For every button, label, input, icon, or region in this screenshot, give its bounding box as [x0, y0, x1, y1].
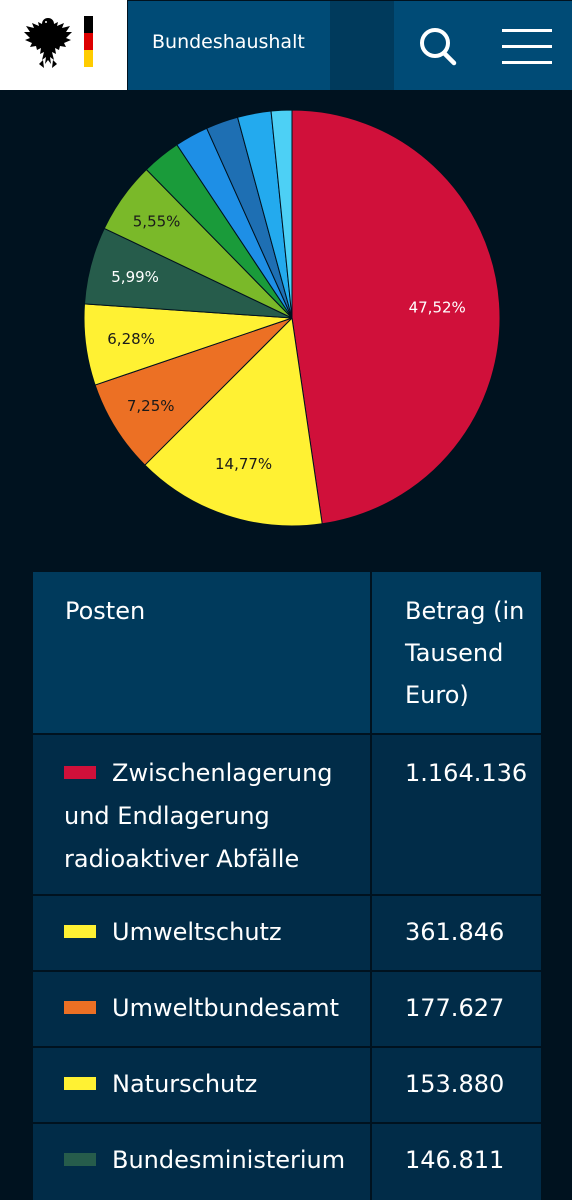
pie-slice-label: 14,77%: [215, 455, 272, 473]
pie-slice-label: 7,25%: [127, 397, 175, 415]
row-value: 1.164.136: [405, 759, 528, 787]
search-icon: [420, 28, 457, 66]
row-value: 177.627: [405, 994, 505, 1022]
legend-swatch: [64, 766, 96, 779]
table-header-posten-label: Posten: [65, 597, 146, 625]
table-header-posten[interactable]: Posten: [33, 572, 370, 733]
table-header-betrag-label: Betrag (in Tausend Euro): [405, 597, 525, 709]
menu-button[interactable]: [482, 1, 572, 90]
pie-chart: 47,52% 14,77% 7,25% 6,28% 5,99% 5,55%: [0, 90, 572, 560]
table-row: Zwischenlagerung und Endlagerung radioak…: [33, 735, 541, 894]
legend-swatch: [64, 1001, 96, 1014]
flag-stripe-red: [84, 33, 93, 50]
row-label: Bundesministerium: [112, 1146, 346, 1174]
pie-slice[interactable]: [144, 316, 323, 527]
table-row: Bundesministerium 146.811: [33, 1124, 541, 1200]
pie-chart-svg: 47,52% 14,77% 7,25% 6,28% 5,99% 5,55%: [83, 109, 501, 527]
budget-table: Posten Betrag (in Tausend Euro) Zwischen…: [33, 572, 541, 1200]
row-value: 146.811: [405, 1146, 505, 1174]
row-value: 361.846: [405, 918, 505, 946]
table-cell-name: Umweltschutz: [33, 896, 370, 970]
legend-swatch: [64, 925, 96, 938]
row-label: Umweltbundesamt: [112, 994, 340, 1022]
table-row: Naturschutz 153.880: [33, 1048, 541, 1122]
table-cell-name: Bundesministerium: [33, 1124, 370, 1200]
pie-slice-label: 6,28%: [107, 330, 155, 348]
german-flag-icon: [84, 16, 93, 67]
row-label: Umweltschutz: [112, 918, 282, 946]
table-cell-name: Zwischenlagerung und Endlagerung radioak…: [33, 735, 370, 894]
row-label: Naturschutz: [112, 1070, 258, 1098]
legend-swatch: [64, 1153, 96, 1166]
pie-slice-label: 5,99%: [111, 268, 159, 286]
site-header: Bundeshaushalt: [0, 0, 572, 90]
flag-stripe-black: [84, 16, 93, 33]
pie-slice[interactable]: [291, 109, 501, 525]
table-row: Umweltschutz 361.846: [33, 896, 541, 970]
table-cell-value: 177.627: [372, 972, 541, 1046]
table-cell-name: Umweltbundesamt: [33, 972, 370, 1046]
legend-swatch: [64, 1077, 96, 1090]
table-cell-value: 153.880: [372, 1048, 541, 1122]
pie-slice-label: 47,52%: [409, 298, 466, 316]
header-spacer: [330, 1, 394, 90]
site-title-link[interactable]: Bundeshaushalt: [128, 1, 330, 90]
table-cell-value: 361.846: [372, 896, 541, 970]
table-header-betrag[interactable]: Betrag (in Tausend Euro): [372, 572, 541, 733]
site-title: Bundeshaushalt: [152, 31, 305, 53]
bundesadler-logo[interactable]: [0, 0, 127, 90]
row-value: 153.880: [405, 1070, 505, 1098]
pie-slice[interactable]: [270, 109, 293, 319]
search-button[interactable]: [394, 1, 482, 90]
pie-slice-label: 5,55%: [133, 212, 181, 230]
table-row: Umweltbundesamt 177.627: [33, 972, 541, 1046]
table-cell-value: 146.811: [372, 1124, 541, 1200]
row-label: Zwischenlagerung und Endlagerung radioak…: [64, 759, 333, 873]
table-cell-value: 1.164.136: [372, 735, 541, 894]
flag-stripe-gold: [84, 50, 93, 67]
table-cell-name: Naturschutz: [33, 1048, 370, 1122]
eagle-icon: [24, 18, 72, 68]
